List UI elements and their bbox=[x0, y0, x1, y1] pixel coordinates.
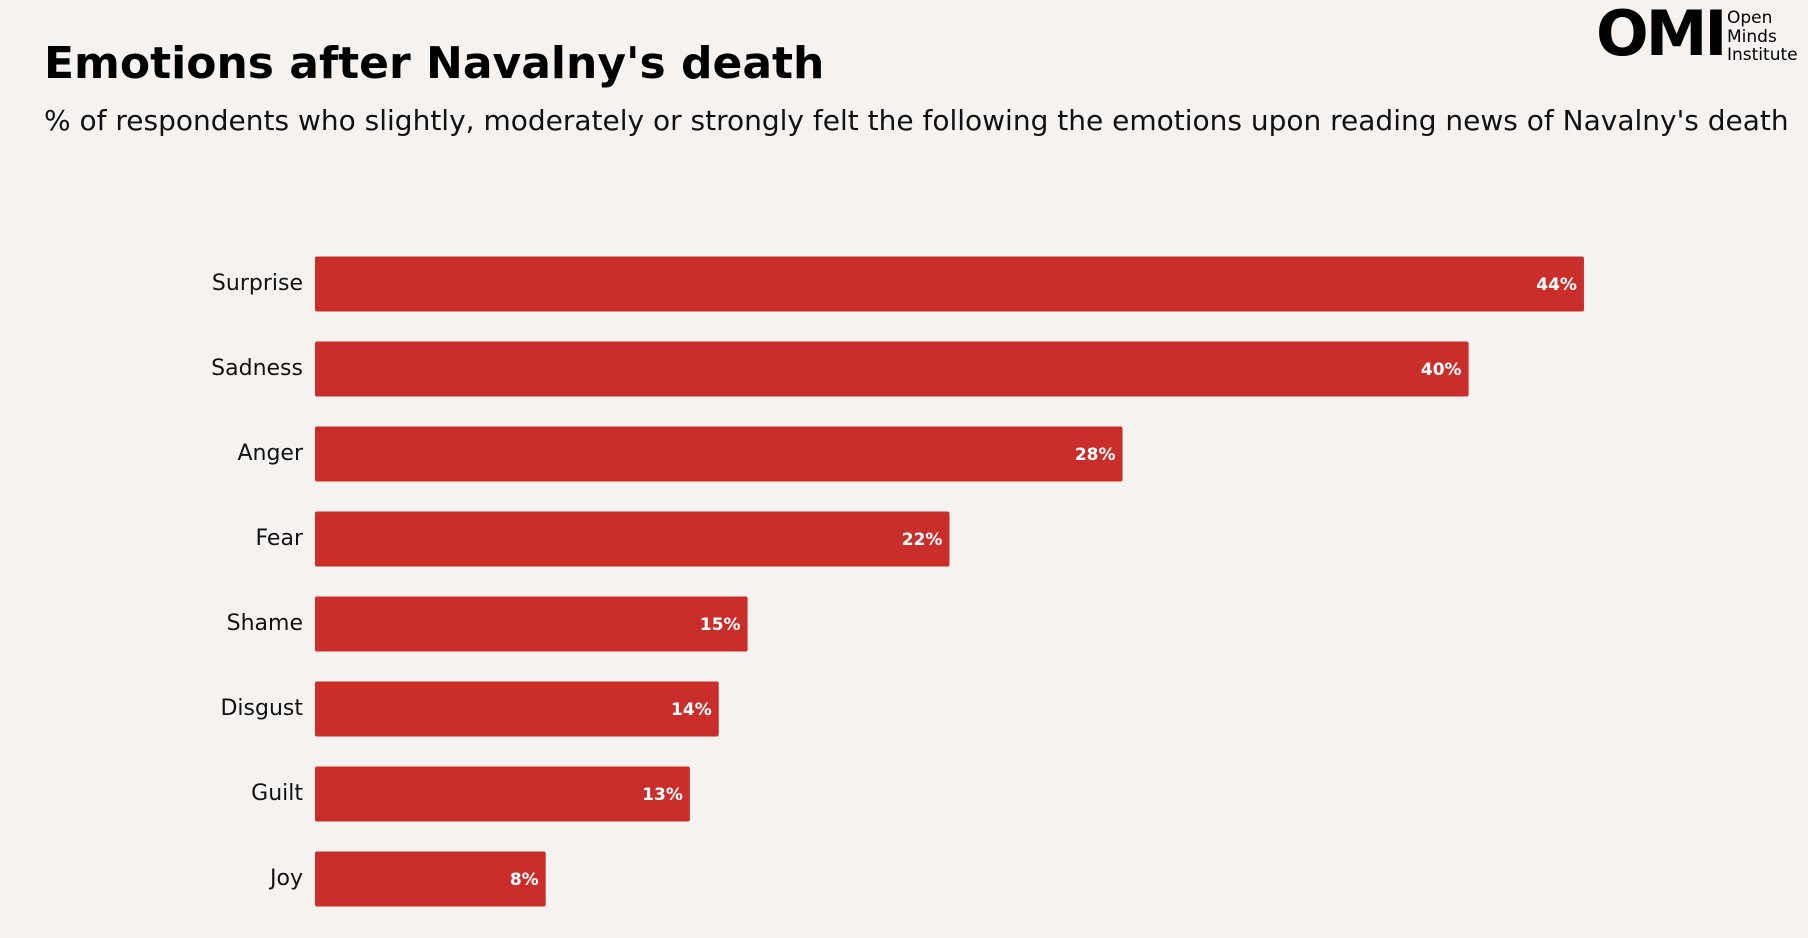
logo-text: Open bbox=[1727, 8, 1772, 28]
bar bbox=[315, 341, 1469, 397]
y-tick-label: Disgust bbox=[220, 696, 303, 721]
value-label: 44% bbox=[1536, 275, 1577, 295]
chart-subtitle: % of respondents who slightly, moderatel… bbox=[44, 104, 1789, 137]
value-label: 8% bbox=[510, 870, 539, 890]
logo-mark: OMI bbox=[1596, 0, 1724, 70]
value-label: 13% bbox=[642, 785, 683, 805]
value-label: 40% bbox=[1421, 360, 1462, 380]
y-tick-label: Guilt bbox=[251, 781, 303, 806]
y-tick-label: Anger bbox=[237, 441, 303, 466]
bar bbox=[315, 426, 1123, 482]
y-tick-label: Sadness bbox=[211, 356, 303, 381]
y-tick-label: Shame bbox=[227, 611, 303, 636]
bar bbox=[315, 851, 546, 907]
y-tick-label: Joy bbox=[268, 866, 303, 891]
bar bbox=[315, 596, 748, 652]
bar bbox=[315, 511, 950, 567]
value-label: 14% bbox=[671, 700, 712, 720]
value-label: 22% bbox=[902, 530, 943, 550]
logo-text: Institute bbox=[1727, 45, 1798, 65]
value-label: 15% bbox=[700, 615, 741, 635]
y-tick-label: Fear bbox=[255, 526, 303, 551]
bar bbox=[315, 766, 690, 822]
chart-title: Emotions after Navalny's death bbox=[44, 38, 824, 89]
bar bbox=[315, 256, 1584, 312]
bar bbox=[315, 681, 719, 737]
logo-text: Minds bbox=[1727, 27, 1777, 47]
value-label: 28% bbox=[1075, 445, 1116, 465]
y-tick-label: Surprise bbox=[212, 271, 303, 296]
